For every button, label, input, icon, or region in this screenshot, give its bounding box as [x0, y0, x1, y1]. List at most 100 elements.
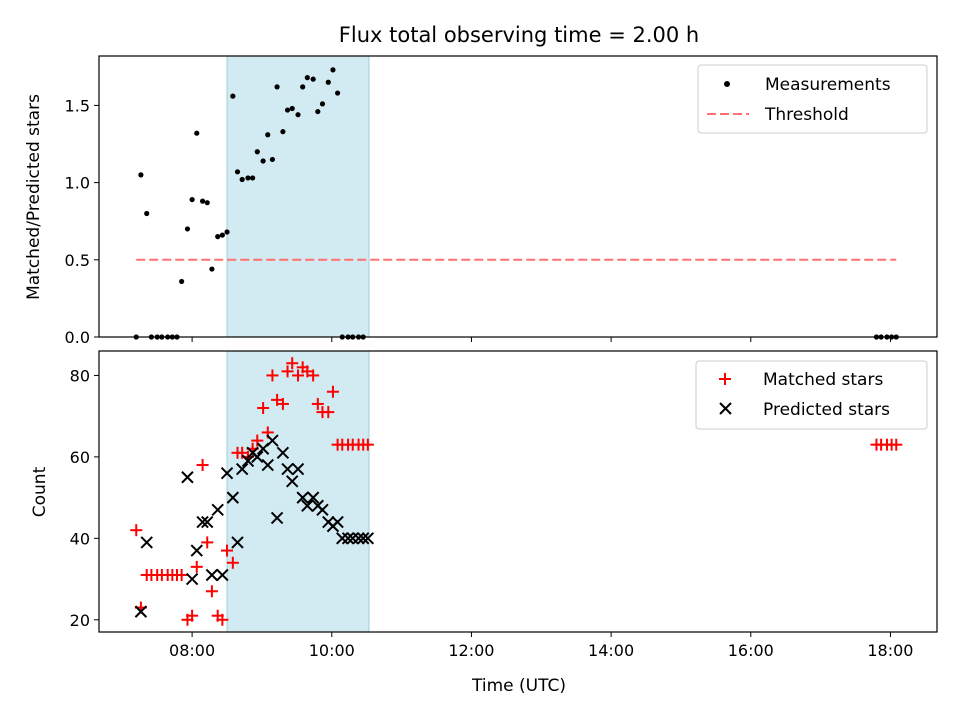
measurements-point: [280, 129, 286, 135]
matched-stars-point: [216, 613, 229, 626]
matched-stars-point: [292, 369, 305, 382]
measurements-point: [224, 229, 230, 235]
predicted-stars-point: [341, 532, 355, 545]
measurements-point: [138, 172, 144, 178]
predicted-stars-point: [281, 462, 294, 476]
matched-stars-point: [175, 568, 188, 581]
y-tick-label: 40: [70, 529, 90, 548]
x-tick-label: 16:00: [728, 641, 774, 660]
predicted-stars-point: [285, 475, 299, 488]
measurements-point: [334, 90, 341, 96]
count-legend: Matched stars Predicted stars: [695, 360, 928, 430]
threshold-legend-label: Threshold: [764, 105, 849, 125]
y-tick-label: 0.0: [65, 328, 90, 347]
measurements-point: [284, 107, 291, 113]
predicted-stars-point: [301, 499, 314, 512]
predicted-legend-marker: [719, 402, 732, 415]
measurements-point: [209, 266, 215, 272]
measurements-point: [269, 156, 276, 163]
y-tick-label: 0.5: [65, 251, 90, 270]
ratio-legend-box: [697, 64, 928, 134]
y-tick-label: 80: [70, 366, 90, 385]
measurements-legend-marker: [724, 81, 730, 87]
x-tick-label: 08:00: [169, 641, 215, 660]
predicted-stars-point: [276, 446, 290, 460]
measurements-point: [254, 149, 260, 155]
measurements-point: [330, 67, 336, 73]
measurements-point: [319, 101, 326, 107]
ratio-legend: Measurements Threshold: [697, 64, 928, 134]
predicted-stars-point: [134, 605, 148, 618]
predicted-stars-point: [201, 515, 214, 529]
matched-stars-point: [307, 369, 320, 382]
matched-stars-point: [326, 385, 339, 398]
measurements-point: [199, 198, 206, 204]
matched-stars-point: [201, 536, 214, 549]
measurements-point: [325, 79, 331, 85]
matched-stars-point: [251, 434, 264, 447]
matched-stars-point: [205, 585, 218, 598]
predicted-stars-point: [331, 515, 344, 529]
predicted-stars-point: [291, 462, 305, 476]
predicted-stars-point: [251, 450, 264, 464]
chart-title: Flux total observing time = 2.00 h: [339, 23, 699, 47]
predicted-stars-point: [270, 511, 284, 525]
x-axis-label: Time (UTC): [471, 676, 566, 696]
measurements-point: [260, 158, 266, 164]
matched-legend-label: Matched stars: [763, 370, 883, 390]
matched-stars-point: [196, 459, 209, 472]
measurements-point: [245, 175, 251, 181]
matched-stars-point: [890, 438, 903, 451]
predicted-stars-point: [205, 568, 219, 582]
count-y-axis-label: Count: [30, 466, 50, 517]
measurements-point: [239, 176, 245, 183]
y-tick-label: 1.0: [65, 174, 90, 193]
predicted-legend-label: Predicted stars: [763, 400, 890, 420]
measurements-point: [310, 76, 316, 82]
count-panel-frame: [98, 350, 938, 633]
measurements-point: [295, 112, 301, 118]
measurements-point: [234, 169, 241, 175]
measurements-point: [184, 226, 191, 232]
predicted-stars-point: [266, 434, 279, 447]
ratio-panel: 0.0 0.5 1.0 1.5 Matched/Predicted stars Mea…: [24, 55, 938, 347]
predicted-stars-point: [361, 532, 375, 545]
predicted-stars-point: [140, 536, 153, 549]
measurements-point: [315, 108, 321, 115]
matched-stars-point: [286, 357, 299, 370]
measurements-point: [230, 93, 236, 99]
measurements-legend-label: Measurements: [765, 75, 891, 95]
predicted-stars-point: [306, 491, 320, 504]
matched-stars-point: [226, 556, 239, 569]
predicted-stars-point: [181, 471, 194, 484]
x-tick-label: 14:00: [588, 641, 634, 660]
matched-stars-point: [276, 397, 289, 410]
measurements-point: [189, 196, 195, 203]
predicted-stars-point: [241, 454, 255, 468]
matched-stars-point: [257, 402, 270, 415]
predicted-stars-point: [235, 462, 249, 476]
predicted-stars-point: [261, 458, 274, 472]
measurements-point: [194, 130, 200, 136]
predicted-stars-point: [196, 515, 209, 529]
ratio-panel-frame: [98, 55, 938, 338]
matched-stars-point: [186, 609, 199, 622]
matched-stars-point: [311, 397, 324, 410]
predicted-stars-point: [220, 466, 234, 480]
predicted-stars-point: [231, 536, 244, 549]
predicted-stars-point: [336, 532, 349, 545]
matched-legend-marker: [719, 373, 731, 385]
x-tick-label: 18:00: [867, 641, 913, 660]
matched-stars-point: [361, 438, 374, 451]
predicted-stars-point: [316, 503, 329, 517]
predicted-stars-point: [211, 503, 224, 517]
matched-stars-point: [221, 544, 234, 557]
predicted-stars-point: [190, 544, 203, 557]
matched-stars-point: [322, 406, 335, 419]
measurements-point: [179, 278, 185, 285]
measurements-point: [204, 200, 210, 206]
measurements-point: [265, 132, 271, 138]
predicted-stars-point: [352, 532, 365, 545]
